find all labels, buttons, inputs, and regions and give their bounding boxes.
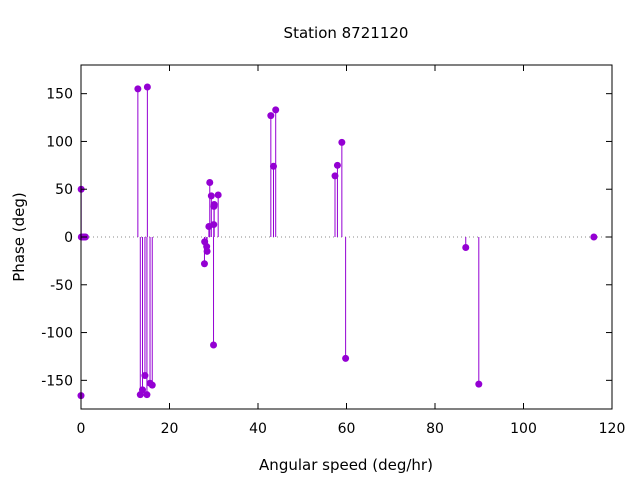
- x-axis-title: Angular speed (deg/hr): [259, 456, 433, 474]
- data-point: [143, 391, 151, 399]
- y-tick-label: -150: [41, 373, 73, 389]
- data-point: [590, 233, 598, 241]
- data-point: [269, 162, 277, 170]
- y-tick-label: 50: [55, 182, 73, 198]
- data-point: [203, 247, 211, 255]
- data-point: [210, 201, 218, 209]
- data-point: [200, 260, 208, 268]
- x-tick-label: 20: [161, 421, 179, 437]
- data-point: [148, 381, 156, 389]
- data-point: [206, 179, 214, 187]
- data-point: [333, 161, 341, 169]
- data-point: [462, 244, 470, 252]
- data-point: [141, 372, 149, 380]
- plot-area: 0 20 40 60 80 100 120 -150 -100 -50 0 50 100 150: [41, 64, 626, 437]
- x-tick-label: 40: [249, 421, 267, 437]
- x-tick-label: 100: [510, 421, 537, 437]
- data-point: [338, 138, 346, 146]
- data-point: [272, 106, 280, 114]
- data-point: [134, 85, 142, 93]
- y-axis-title: Phase (deg): [10, 192, 28, 282]
- data-point: [210, 221, 218, 229]
- data-point: [214, 191, 222, 199]
- y-tick-label: 0: [64, 230, 73, 246]
- data-point: [143, 83, 151, 91]
- y-tick-label: -50: [50, 278, 73, 294]
- data-point: [267, 112, 275, 120]
- y-tick-label: 100: [46, 134, 73, 150]
- y-tick-label: 150: [46, 87, 73, 103]
- data-point: [331, 172, 339, 180]
- data-point: [475, 380, 483, 388]
- x-tick-label: 120: [599, 421, 626, 437]
- x-tick-label: 60: [338, 421, 356, 437]
- data-point: [342, 354, 350, 362]
- data-point: [139, 386, 147, 394]
- data-point: [210, 341, 218, 349]
- y-tick-label: -100: [41, 326, 73, 342]
- chart-title: Station 8721120: [284, 24, 409, 42]
- x-tick-label: 0: [77, 421, 86, 437]
- data-point: [207, 192, 215, 200]
- x-tick-label: 80: [426, 421, 444, 437]
